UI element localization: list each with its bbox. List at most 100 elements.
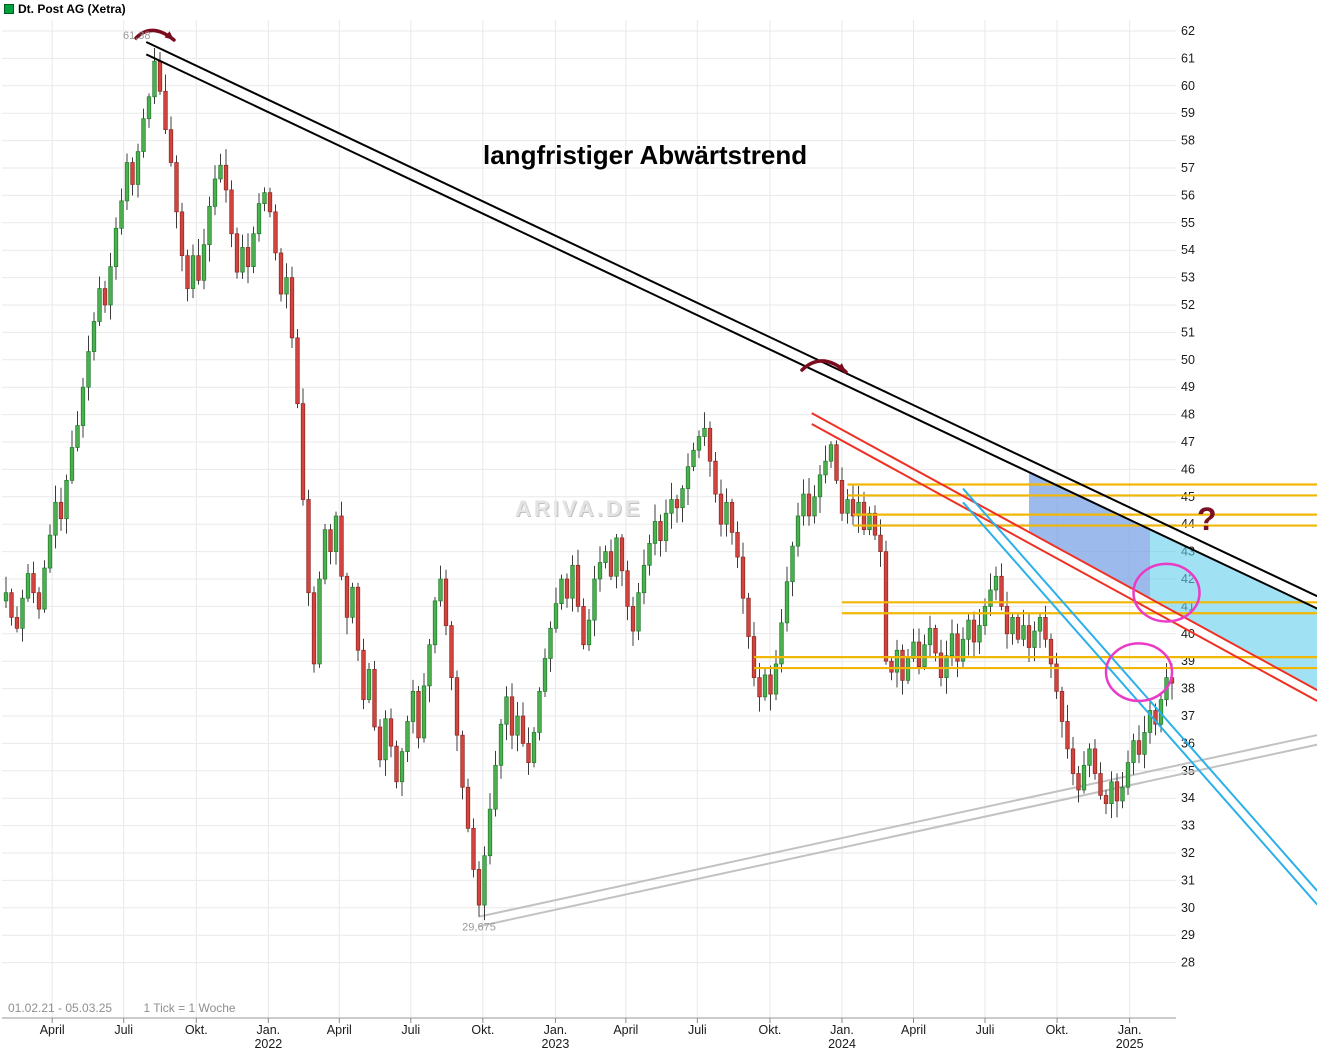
candle-body [999, 575, 1004, 607]
candle-body [124, 162, 130, 202]
candle-body [922, 644, 927, 668]
candle-body [284, 277, 289, 295]
y-axis-label: 28 [1181, 956, 1195, 970]
candle-body [1070, 748, 1076, 774]
candle-body [207, 206, 212, 246]
candle-body [960, 638, 966, 662]
candle-body [366, 669, 372, 700]
trend-arrow-head-icon [836, 363, 846, 372]
candle-body [163, 90, 168, 130]
candle-body [262, 192, 267, 204]
x-axis-year-label: 2023 [542, 1037, 570, 1051]
candle-body [933, 627, 938, 654]
candle-body [850, 499, 856, 517]
candle-body [36, 592, 42, 610]
candle-body [113, 227, 119, 267]
y-axis-label: 47 [1181, 435, 1195, 449]
y-axis-label: 46 [1181, 462, 1195, 476]
candle-body [817, 474, 823, 498]
trendline-red-medium [811, 412, 1317, 691]
y-axis-label: 29 [1181, 928, 1195, 942]
candle-body [223, 164, 229, 191]
candle-body [856, 501, 861, 517]
candle-body [157, 60, 163, 92]
candle-body [377, 726, 383, 761]
candle-body [1103, 795, 1109, 805]
candle-body [1021, 625, 1026, 640]
candle-body [240, 247, 245, 273]
candle-body [652, 521, 658, 544]
candle-body [718, 493, 724, 525]
candle-body [823, 460, 828, 476]
candle-body [53, 501, 58, 536]
candle-body [454, 677, 460, 736]
watermark: ARIVA.DE [515, 496, 643, 521]
candle-body [388, 718, 394, 747]
candle-body [311, 592, 317, 665]
candle-body [735, 532, 740, 558]
candle-body [42, 567, 47, 610]
candle-body [432, 600, 438, 646]
candle-body [410, 690, 416, 722]
candle-body [581, 606, 586, 646]
candle-body [630, 606, 636, 632]
y-axis-label: 57 [1181, 161, 1195, 175]
x-axis-label: Okt. [185, 1023, 208, 1037]
candle-body [520, 715, 526, 744]
wedge-violet [1029, 472, 1150, 599]
candle-body [152, 60, 157, 98]
candle-body [762, 674, 768, 698]
candle-body [174, 162, 179, 213]
y-axis-label: 48 [1181, 408, 1195, 422]
candle-body [625, 570, 630, 607]
x-axis-year-label: 2022 [254, 1037, 282, 1051]
x-axis-label: Jan. [544, 1023, 568, 1037]
x-axis-label: Jan. [1118, 1023, 1142, 1037]
candle-body [372, 669, 377, 728]
candle-body [317, 578, 322, 665]
candle-body [889, 660, 894, 673]
candle-body [1065, 721, 1070, 750]
x-axis-label: April [40, 1023, 65, 1037]
candle-body [476, 869, 482, 906]
candle-body [69, 447, 75, 481]
candle-body [498, 723, 504, 766]
candle-body [658, 521, 663, 541]
x-axis-label: Juli [688, 1023, 707, 1037]
trendline-gray-support [478, 743, 1317, 928]
candle-body [427, 644, 432, 687]
candle-body [108, 266, 113, 306]
candle-body [146, 96, 152, 120]
candle-body [179, 211, 185, 257]
candle-body [971, 619, 977, 643]
candle-body [795, 515, 801, 547]
trend-annotation: langfristiger Abwärtstrend [483, 140, 808, 170]
candle-body [883, 551, 889, 662]
candle-body [1092, 748, 1098, 774]
candle-body [713, 460, 718, 495]
candle-body [1059, 690, 1065, 722]
low-price-label: 29,675 [462, 922, 496, 934]
candle-body [509, 696, 515, 736]
highlight-ellipse [1104, 642, 1174, 703]
y-axis-label: 32 [1181, 846, 1195, 860]
y-axis-label: 44 [1181, 517, 1195, 531]
x-axis-label: Okt. [1046, 1023, 1069, 1037]
trendline-black-longterm [145, 53, 1317, 610]
candle-body [86, 351, 91, 388]
candle-body [575, 564, 581, 607]
candle-body [1048, 638, 1054, 665]
candle-body [526, 743, 531, 763]
candle-body [25, 573, 31, 599]
y-axis-label: 33 [1181, 819, 1195, 833]
y-axis-label: 45 [1181, 490, 1195, 504]
candle-body [955, 633, 960, 662]
candle-body [779, 622, 784, 665]
candle-body [949, 633, 955, 657]
candle-body [570, 564, 575, 599]
y-axis-label: 37 [1181, 709, 1195, 723]
x-axis-label: Okt. [758, 1023, 781, 1037]
candle-body [119, 200, 124, 229]
candle-body [603, 551, 608, 563]
candle-body [97, 288, 102, 322]
